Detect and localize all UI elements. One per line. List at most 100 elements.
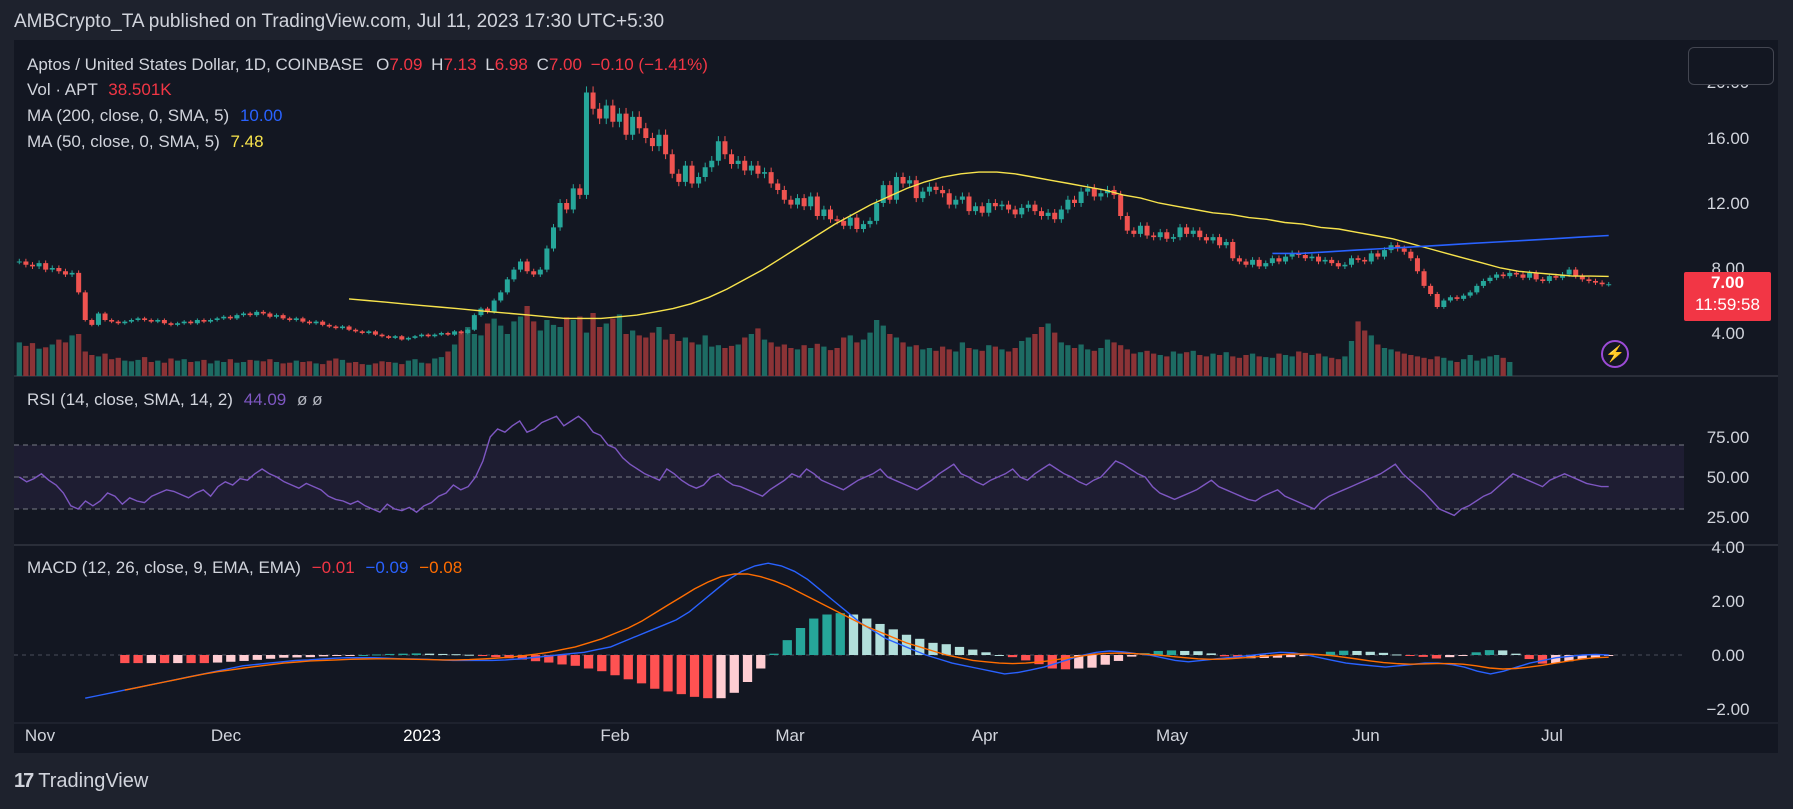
volume-bar: [1177, 353, 1183, 376]
volume-bar: [1197, 355, 1203, 376]
candle-body: [498, 292, 504, 301]
volume-bar: [827, 350, 834, 376]
candle-body: [386, 336, 392, 338]
candle-body: [254, 311, 260, 316]
macd-histogram-bar: [345, 655, 355, 656]
candle-body: [1131, 230, 1137, 234]
candle-body: [874, 203, 880, 221]
macd-histogram-bar: [981, 652, 991, 655]
macd-histogram-bar: [212, 655, 223, 663]
volume-bar: [1203, 356, 1210, 376]
volume-bar: [135, 359, 141, 376]
candle-body: [544, 248, 550, 270]
signal-value: −0.08: [419, 558, 463, 577]
macd-histogram-bar: [1325, 651, 1336, 655]
candle-body: [1560, 274, 1566, 278]
volume-bar: [82, 351, 88, 376]
candle-body: [841, 220, 847, 226]
volume-bar: [524, 306, 530, 376]
price-axis-tick: 16.00: [1707, 129, 1750, 148]
chart-settings-button[interactable]: [1688, 47, 1774, 85]
macd-histogram-bar: [875, 623, 885, 655]
macd-histogram-bar: [371, 654, 382, 656]
candle-body: [62, 271, 68, 275]
macd-histogram-bar: [809, 618, 819, 655]
replay-icon[interactable]: ⚡: [1601, 340, 1629, 368]
rsi-value: 44.09: [243, 390, 287, 409]
candle-body: [1071, 199, 1078, 203]
volume-bar: [1309, 355, 1315, 376]
volume-bar: [465, 327, 471, 376]
volume-bar: [161, 362, 168, 376]
candle-body: [1546, 276, 1552, 281]
volume-bar: [1447, 360, 1454, 376]
volume-bar: [933, 350, 939, 376]
macd-histogram-bar: [848, 614, 859, 655]
macd-histogram-bar: [226, 655, 236, 662]
rsi-axis-tick: 75.00: [1707, 428, 1750, 447]
macd-histogram-bar: [650, 655, 660, 689]
candle-body: [465, 329, 471, 333]
volume-bar: [484, 323, 491, 376]
candle-body: [399, 336, 405, 340]
volume-bar: [418, 362, 425, 376]
volume-bar: [1388, 349, 1394, 376]
candle-body: [775, 183, 781, 190]
volume-bar: [1401, 353, 1407, 376]
change-value: −0.10 (−1.41%): [590, 55, 708, 74]
candle-body: [36, 263, 42, 267]
volume-bar: [1460, 359, 1467, 376]
candle-body: [907, 180, 913, 184]
macd-histogram-bar: [1272, 655, 1283, 658]
volume-bar: [56, 339, 62, 376]
volume-bar: [326, 360, 332, 376]
volume-bar: [603, 323, 609, 376]
macd-histogram-bar: [954, 646, 965, 655]
volume-bar: [959, 342, 966, 376]
macd-histogram-bar: [1378, 652, 1389, 655]
volume-bar: [188, 362, 194, 376]
macd-histogram-bar: [1551, 655, 1561, 664]
volume-bar: [972, 349, 979, 376]
candle-body: [293, 318, 299, 320]
candle-body: [227, 316, 233, 319]
footer-brand[interactable]: 17 TradingView: [14, 770, 148, 793]
macd-histogram-bar: [795, 628, 806, 655]
symbol-name: Aptos / United States Dollar, 1D, COINBA…: [27, 55, 364, 74]
ma200-value: 10.00: [239, 106, 283, 125]
candle-body: [425, 334, 431, 337]
macd-histogram-bar: [1339, 650, 1349, 655]
volume-bar: [69, 335, 75, 376]
macd-value: −0.09: [365, 558, 409, 577]
macd-histogram-bar: [676, 655, 686, 695]
macd-histogram-bar: [1021, 655, 1031, 661]
candle-body: [23, 261, 29, 265]
candle-body: [1494, 274, 1500, 278]
volume-bar: [181, 359, 187, 376]
volume-bar: [570, 320, 576, 376]
macd-histogram-bar: [835, 613, 845, 655]
candle-body: [610, 105, 616, 122]
macd-histogram-bar: [1537, 655, 1548, 664]
volume-bar: [874, 320, 880, 376]
candle-body: [1184, 227, 1190, 234]
volume-bar: [1052, 332, 1058, 376]
candle-body: [550, 227, 557, 249]
candle-body: [1170, 237, 1176, 239]
macd-histogram-bar: [1166, 650, 1177, 655]
volume-bar: [1269, 357, 1275, 376]
macd-histogram-bar: [279, 655, 289, 658]
volume-bar: [920, 349, 926, 376]
last-price-badge: 7.00 11:59:58: [1684, 272, 1771, 321]
volume-bar: [939, 346, 946, 376]
volume-bar: [385, 362, 392, 376]
macd-histogram-bar: [146, 655, 156, 664]
candle-body: [570, 188, 576, 210]
volume-bar: [629, 330, 636, 376]
candle-body: [201, 320, 207, 322]
candle-body: [29, 264, 35, 267]
volume-bar: [590, 313, 596, 376]
low-value: 6.98: [494, 55, 528, 74]
volume-bar: [504, 334, 510, 376]
